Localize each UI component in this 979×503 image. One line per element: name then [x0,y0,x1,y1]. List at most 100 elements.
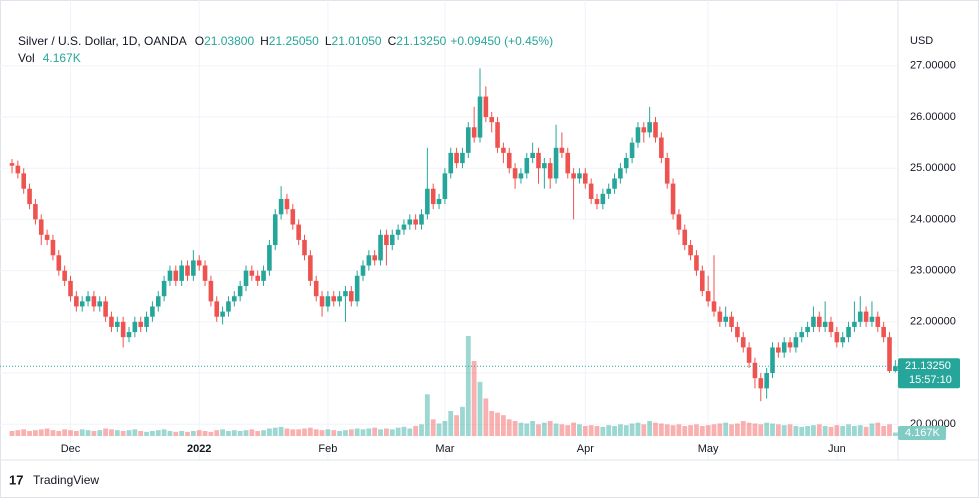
candle-body [319,296,325,307]
candle-body [542,163,547,169]
ohlc-key: O [195,34,204,48]
candle-body [752,362,758,379]
volume-bar [190,431,196,436]
candle-body [448,152,454,174]
candle-body [559,147,565,153]
vol-tag [898,426,946,440]
volume-bar [360,429,366,436]
volume-bar [73,431,79,436]
candle-body [191,260,196,276]
volume-bar [740,421,746,436]
volume-bar [296,429,302,436]
candle-body [308,255,313,281]
volume-bar [852,426,857,436]
candle-body [600,193,606,205]
volume-bar [454,415,459,436]
volume-bar [307,427,313,436]
candle-body [746,347,752,363]
candle-body [343,291,348,297]
volume-bar [840,426,846,436]
volume-bar [547,421,553,436]
volume-bar [699,426,705,436]
volume-bar [331,430,337,436]
candle-body [74,296,79,307]
volume-bar [653,422,658,436]
volume-bar [635,422,641,436]
volume-bar [518,422,524,436]
candle-body [349,291,354,302]
volume-bar [179,431,185,436]
volume-bar [863,426,869,436]
volume-bar [243,430,249,436]
candle-body [799,332,805,338]
candle-body [44,234,50,240]
candle-body [196,260,202,266]
volume-bar [717,423,723,436]
volume-bar [27,431,32,436]
candle-body [518,173,524,179]
candle-body [705,291,711,302]
volume-bar [495,412,500,436]
candle-body [723,316,728,322]
volume-bar [173,431,179,436]
candle-body [506,152,512,169]
volume-bar [202,431,208,436]
volume-bar [419,424,424,436]
brand[interactable]: TradingView [33,473,99,487]
candle-body [577,173,582,179]
candle-body [360,265,366,276]
candle-body [477,96,483,138]
candle-body [594,198,600,205]
candle-body [629,142,635,158]
volume-bar [138,431,144,436]
volume-bar [325,429,331,436]
candle-body [232,296,237,302]
candle-body [401,224,407,230]
volume-bar [9,431,15,436]
x-tick-label: Mar [435,443,454,455]
volume-bar [623,425,629,436]
volume-bar [126,430,132,436]
volume-bar [284,428,290,436]
x-tick-label: May [698,443,719,455]
symbol: Silver / U.S. Dollar, 1D, OANDA [18,34,187,48]
candle-body [296,224,301,240]
volume-bar [150,431,155,436]
volume-bar [775,424,781,436]
ohlc-key: L [325,34,332,48]
candle-body [91,296,97,307]
volume-bar [553,423,559,436]
candle-body [425,188,430,215]
volume-bar [348,429,354,436]
volume-bar [337,431,342,436]
volume-bar [647,421,653,436]
candle-body [208,280,214,302]
volume-bar [501,415,506,436]
volume-bar [641,424,647,436]
volume-bar [811,425,816,436]
candle-body [770,347,775,374]
candle-body [27,188,32,205]
volume-bar [389,429,395,436]
candle-body [115,321,120,327]
volume-bar [506,419,512,436]
candle-body [863,311,869,322]
candle-body [249,270,255,276]
currency: USD [910,35,933,47]
candle-body [805,326,810,333]
volume-bar [79,429,85,436]
candle-body [50,239,56,256]
candle-body [173,270,179,281]
vol-value: 4.167K [43,51,81,65]
y-tick-label: 26.00000 [910,111,956,123]
volume-bar [114,430,120,436]
candle-body [389,234,395,246]
candle-body [261,270,266,281]
candle-body [711,301,717,312]
volume-legend: Vol 4.167K [18,51,81,65]
candle-body [735,326,740,338]
candle-body [887,337,892,371]
y-tick-label: 24.00000 [910,213,956,225]
candle-body [460,152,465,164]
